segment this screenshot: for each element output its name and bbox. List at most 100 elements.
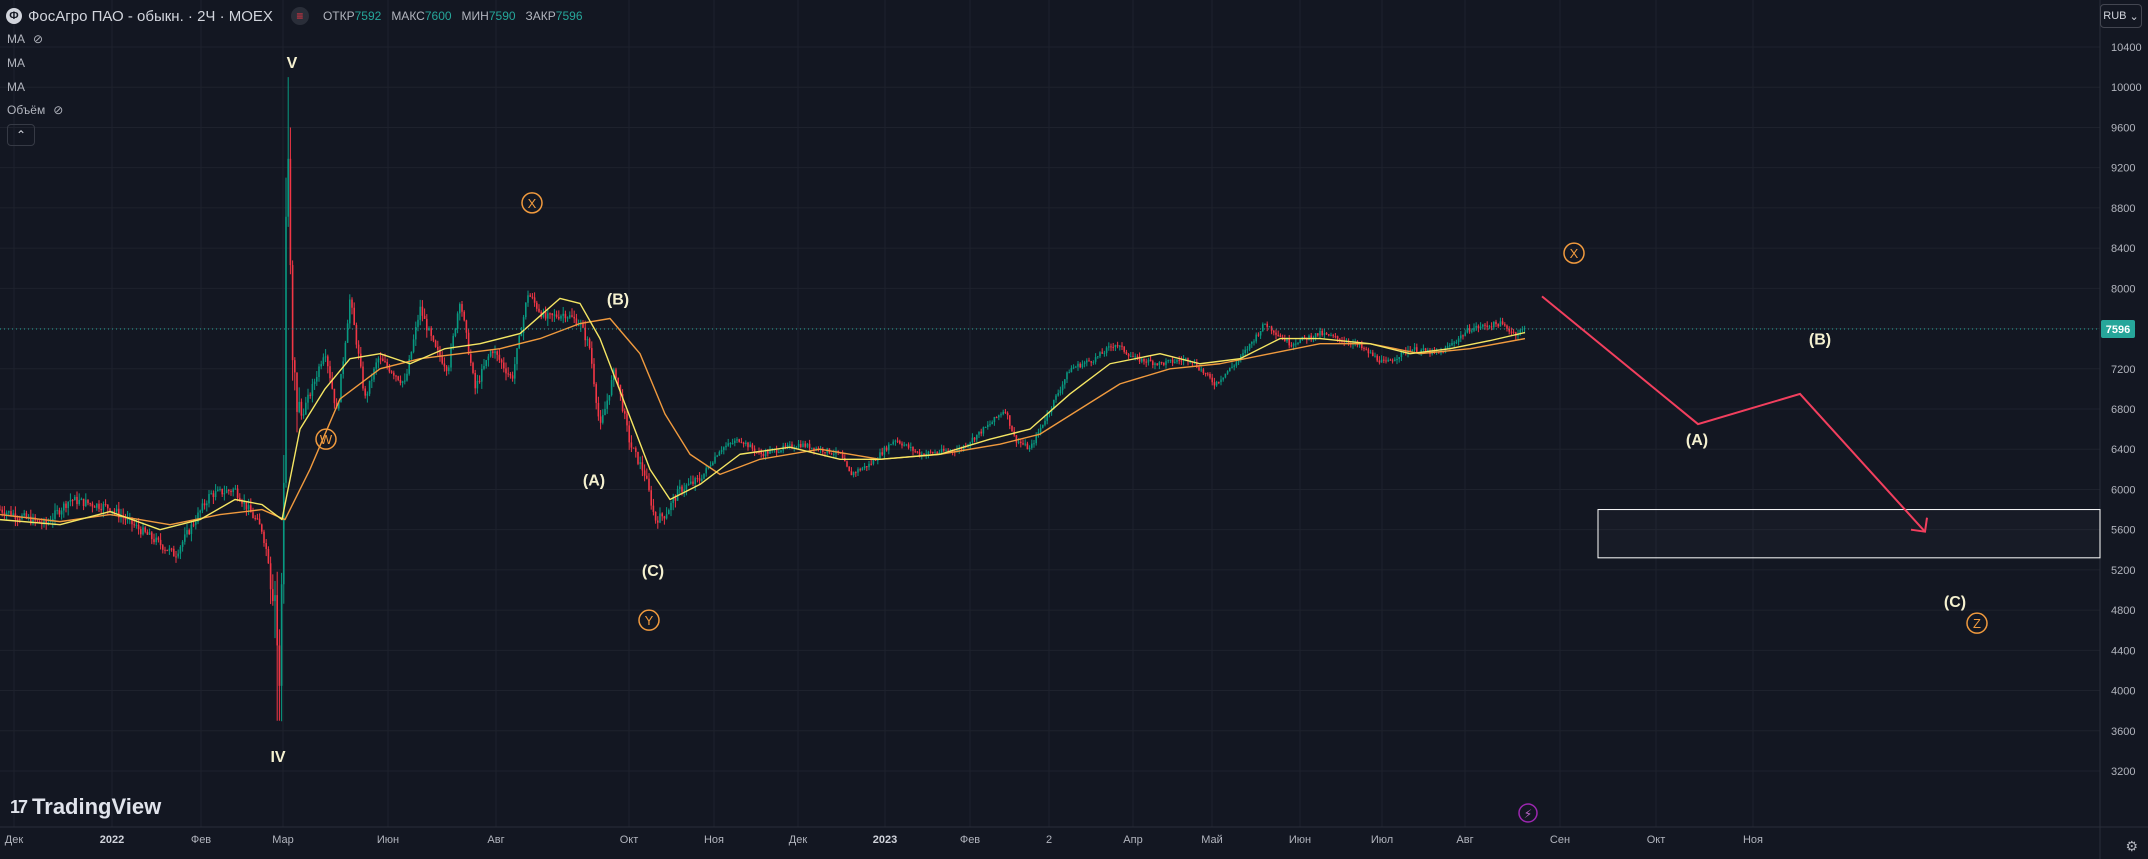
- candle-body: [454, 328, 457, 336]
- tradingview-mark-icon: 17: [10, 796, 28, 817]
- candle-body: [412, 339, 415, 352]
- candle-body: [1046, 413, 1048, 421]
- candle-body: [1090, 361, 1092, 363]
- forecast-arrowhead: [1910, 517, 1928, 533]
- candle-body: [976, 434, 978, 440]
- candle-body: [1409, 350, 1411, 352]
- tradingview-logo[interactable]: 17 TradingView: [10, 794, 162, 819]
- candle-body: [1444, 347, 1447, 353]
- candle-body: [987, 424, 989, 428]
- candle-body: [973, 437, 976, 440]
- candle-body: [140, 529, 142, 535]
- candle-body: [703, 473, 705, 479]
- candle-body: [225, 490, 228, 493]
- candle-body: [459, 304, 461, 314]
- candle-body: [800, 443, 802, 447]
- candle-body: [439, 349, 441, 357]
- candle-body: [181, 541, 184, 547]
- candle-body: [608, 395, 611, 401]
- candle-body: [639, 462, 641, 464]
- x-tick-label: Май: [1201, 834, 1223, 846]
- candle-body: [1132, 356, 1134, 358]
- candle-body: [410, 351, 413, 360]
- candle-body: [591, 348, 593, 364]
- x-tick-label: Апр: [1123, 834, 1142, 846]
- candle-body: [1055, 395, 1057, 400]
- candle-body: [426, 318, 428, 331]
- candle-body: [1015, 435, 1018, 443]
- candle-body: [569, 315, 571, 318]
- candle-body: [1295, 343, 1297, 345]
- candle-body: [1394, 359, 1396, 362]
- candle-body: [907, 444, 910, 448]
- candle-body: [357, 344, 360, 354]
- candle-body: [1246, 349, 1249, 351]
- indicator-ma-3[interactable]: MA: [7, 80, 25, 94]
- candle-body: [1378, 360, 1381, 363]
- candle-body: [272, 589, 274, 602]
- y-tick-label: 10000: [2111, 82, 2142, 94]
- candle-body: [399, 379, 402, 383]
- menu-icon[interactable]: ≡: [290, 7, 309, 25]
- candle-body: [1277, 334, 1279, 336]
- candle-body: [1506, 325, 1508, 329]
- candle-body: [927, 451, 930, 454]
- candle-body: [415, 326, 417, 340]
- candle-body: [214, 491, 217, 498]
- candle-body: [1064, 379, 1066, 385]
- candle-body: [1466, 328, 1469, 333]
- candle-body: [1226, 371, 1229, 374]
- indicator-ma-1[interactable]: MA ⊘: [7, 32, 44, 46]
- collapse-indicators-button[interactable]: ⌃: [7, 124, 35, 146]
- candle-body: [729, 443, 732, 445]
- eye-hidden-icon[interactable]: ⊘: [53, 103, 64, 117]
- x-tick-label: Авг: [1456, 834, 1473, 846]
- candle-body: [1180, 360, 1183, 362]
- candle-body: [593, 363, 595, 385]
- candle-body: [1116, 345, 1119, 347]
- candle-body: [1083, 362, 1086, 364]
- candle-body: [1427, 350, 1429, 352]
- symbol-title[interactable]: ФосАгро ПАО - обыкн. · 2Ч · MOEX: [28, 7, 273, 25]
- gear-icon[interactable]: ⚙: [2125, 838, 2138, 854]
- candle-body: [632, 447, 635, 449]
- candle-body: [395, 375, 397, 377]
- y-tick-label: 3600: [2111, 726, 2135, 738]
- candle-body: [1453, 342, 1455, 344]
- candle-body: [324, 356, 327, 358]
- candle-body: [56, 510, 58, 512]
- candle-body: [901, 443, 903, 446]
- candle-body: [1303, 336, 1306, 338]
- candle-body: [795, 447, 798, 449]
- candle-body: [19, 518, 21, 520]
- candle-body: [1400, 351, 1403, 358]
- candle-body: [1229, 367, 1231, 372]
- candle-body: [1292, 343, 1295, 346]
- candle-body: [698, 478, 701, 481]
- candle-body: [1037, 432, 1040, 435]
- candle-body: [421, 306, 424, 316]
- candle-body: [276, 595, 278, 646]
- candle-body: [1398, 357, 1400, 359]
- candle-body: [1081, 363, 1084, 368]
- candle-body: [1101, 352, 1103, 354]
- candle-body: [131, 517, 133, 525]
- candle-body: [274, 595, 276, 602]
- candle-body: [650, 490, 652, 506]
- candle-body: [910, 446, 912, 448]
- candle-body: [250, 505, 252, 513]
- candle-body: [496, 351, 498, 355]
- candle-body: [1136, 356, 1139, 358]
- candle-body: [745, 442, 747, 445]
- candle-body: [720, 450, 723, 452]
- indicator-ma-2[interactable]: MA: [7, 56, 25, 70]
- eye-hidden-icon[interactable]: ⊘: [33, 32, 44, 46]
- candle-body: [1372, 352, 1374, 356]
- candle-body: [767, 451, 769, 454]
- candle-body: [960, 448, 963, 450]
- candle-body: [109, 508, 111, 512]
- indicator-volume[interactable]: Объём ⊘: [7, 103, 64, 117]
- candle-body: [943, 448, 945, 451]
- currency-selector[interactable]: RUB ⌄: [2100, 4, 2142, 28]
